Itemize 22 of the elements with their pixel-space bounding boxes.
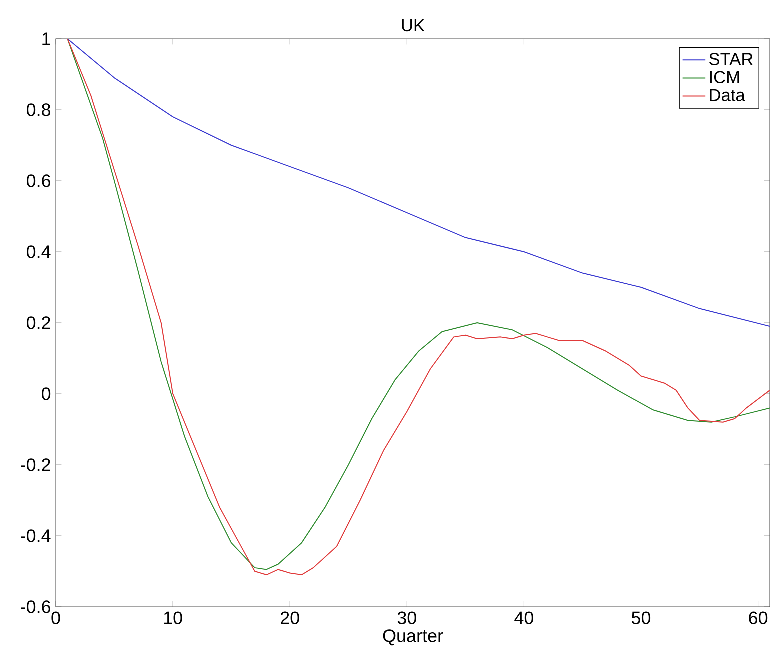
x-tick-label: 30: [398, 612, 416, 624]
x-axis-title: Quarter: [383, 630, 444, 646]
y-tick-label: 1: [42, 32, 50, 46]
y-tick-label: 0.6: [26, 174, 51, 188]
x-tick-label: 0: [52, 612, 60, 624]
y-tick-label: -0.4: [21, 530, 51, 542]
y-tick-label: 0.2: [26, 316, 50, 330]
legend-label: STAR: [710, 53, 753, 66]
y-tick-label: 0: [42, 388, 51, 400]
x-tick-label: 10: [164, 612, 182, 624]
x-tick-label: 60: [749, 612, 768, 624]
legend-label: Data: [710, 89, 746, 102]
x-tick-label: 20: [280, 612, 300, 624]
x-tick-label: 40: [514, 612, 534, 624]
y-tick-label: 0.8: [26, 104, 51, 116]
line-series: [67, 38, 770, 328]
x-tick-label: 50: [632, 612, 651, 624]
y-tick-label: 0.4: [26, 246, 51, 258]
legend-label: ICM: [710, 71, 740, 84]
y-tick-label: -0.2: [21, 458, 50, 472]
y-tick-label: -0.6: [21, 600, 51, 614]
chart-title: UK: [402, 20, 425, 32]
